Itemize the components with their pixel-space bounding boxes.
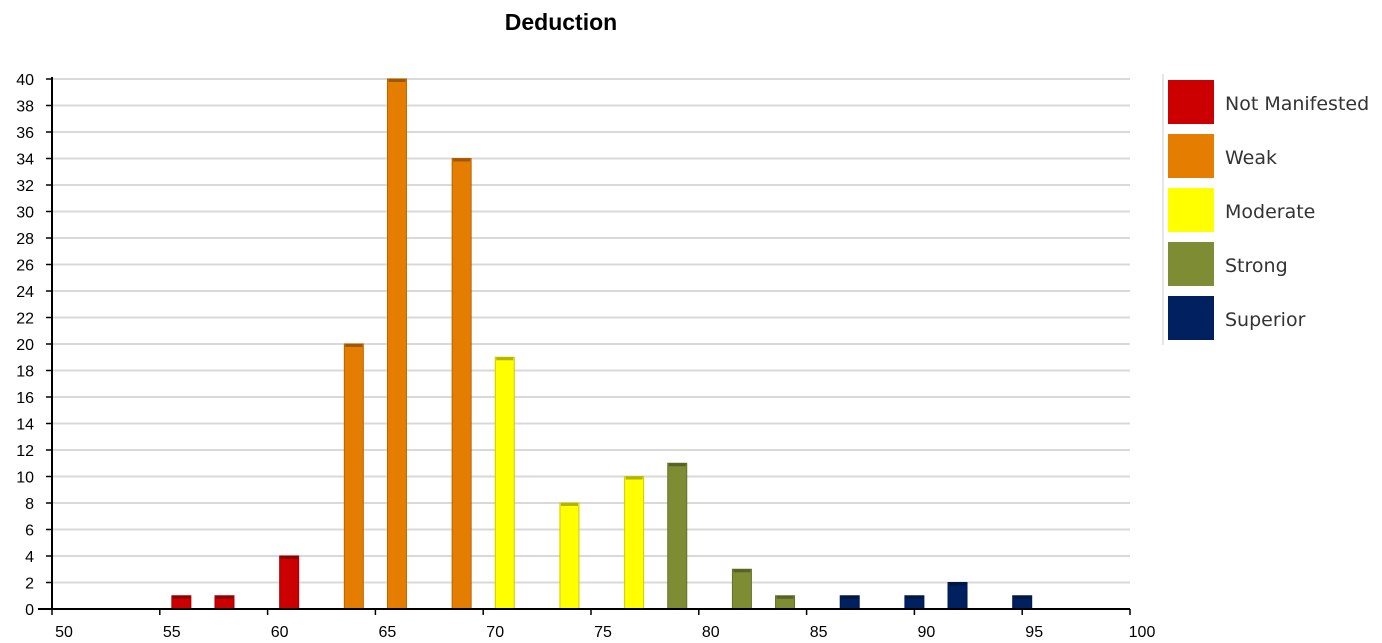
- x-tick-label: 55: [163, 624, 181, 641]
- y-tick-label: 14: [16, 417, 34, 434]
- y-tick-label: 36: [16, 125, 34, 142]
- bar: [775, 595, 796, 610]
- bar: [904, 595, 925, 610]
- y-tick-label: 0: [25, 602, 34, 619]
- legend-swatch: [1168, 296, 1214, 340]
- bar: [494, 356, 515, 610]
- y-tick-label: 30: [16, 205, 34, 222]
- bar: [171, 595, 192, 610]
- y-tick-label: 32: [16, 178, 34, 195]
- y-tick-label: 8: [25, 496, 34, 513]
- chart-title: Deduction: [505, 9, 617, 35]
- legend-label: Strong: [1225, 255, 1288, 277]
- x-tick-label: 70: [486, 624, 504, 641]
- y-tick-label: 38: [16, 99, 34, 116]
- y-tick-label: 16: [16, 390, 34, 407]
- legend-item: Superior: [1168, 296, 1306, 340]
- legend-item: Strong: [1168, 242, 1288, 286]
- y-tick-label: 34: [16, 152, 34, 169]
- bar: [1012, 595, 1033, 610]
- legend-label: Not Manifested: [1225, 93, 1369, 115]
- x-tick-label: 100: [1129, 624, 1156, 641]
- legend-swatch: [1168, 134, 1214, 178]
- bar: [947, 582, 968, 610]
- legend-swatch: [1168, 188, 1214, 232]
- y-tick-label: 24: [16, 284, 34, 301]
- bar: [559, 502, 580, 610]
- y-tick-label: 4: [25, 549, 34, 566]
- bar: [624, 476, 645, 610]
- legend-label: Moderate: [1225, 201, 1315, 223]
- y-tick-label: 28: [16, 231, 34, 248]
- legend-label: Superior: [1225, 309, 1306, 331]
- gridlines: [52, 78, 1130, 584]
- x-tick-label: 95: [1025, 624, 1043, 641]
- y-tick-label: 40: [16, 72, 34, 89]
- legend-swatch: [1168, 80, 1214, 124]
- y-tick-label: 6: [25, 523, 34, 540]
- x-tick-label: 65: [379, 624, 397, 641]
- bars: [171, 78, 1033, 610]
- legend-label: Weak: [1225, 147, 1277, 169]
- legend-item: Weak: [1168, 134, 1277, 178]
- legend-item: Not Manifested: [1168, 80, 1369, 124]
- x-tick-label: 75: [594, 624, 612, 641]
- y-tick-label: 26: [16, 258, 34, 275]
- y-tick-label: 22: [16, 311, 34, 328]
- bar: [667, 462, 688, 610]
- y-tick-label: 2: [25, 576, 34, 593]
- bar: [451, 158, 472, 610]
- bar: [214, 595, 235, 610]
- bar: [279, 555, 300, 610]
- y-tick-label: 20: [16, 337, 34, 354]
- bar: [386, 78, 407, 610]
- x-tick-label: 60: [271, 624, 289, 641]
- bar: [343, 343, 364, 610]
- legend-swatch: [1168, 242, 1214, 286]
- x-tick-label: 50: [55, 624, 73, 641]
- bar: [839, 595, 860, 610]
- legend: Not Manifested Weak Moderate Strong Superior: [1162, 74, 1369, 345]
- y-tick-label: 10: [16, 470, 34, 487]
- x-tick-label: 85: [810, 624, 828, 641]
- x-tick-label: 90: [918, 624, 936, 641]
- y-tick-label: 12: [16, 443, 34, 460]
- x-tick-label: 80: [702, 624, 720, 641]
- y-tick-label: 18: [16, 364, 34, 381]
- legend-item: Moderate: [1168, 188, 1315, 232]
- bar: [731, 568, 752, 610]
